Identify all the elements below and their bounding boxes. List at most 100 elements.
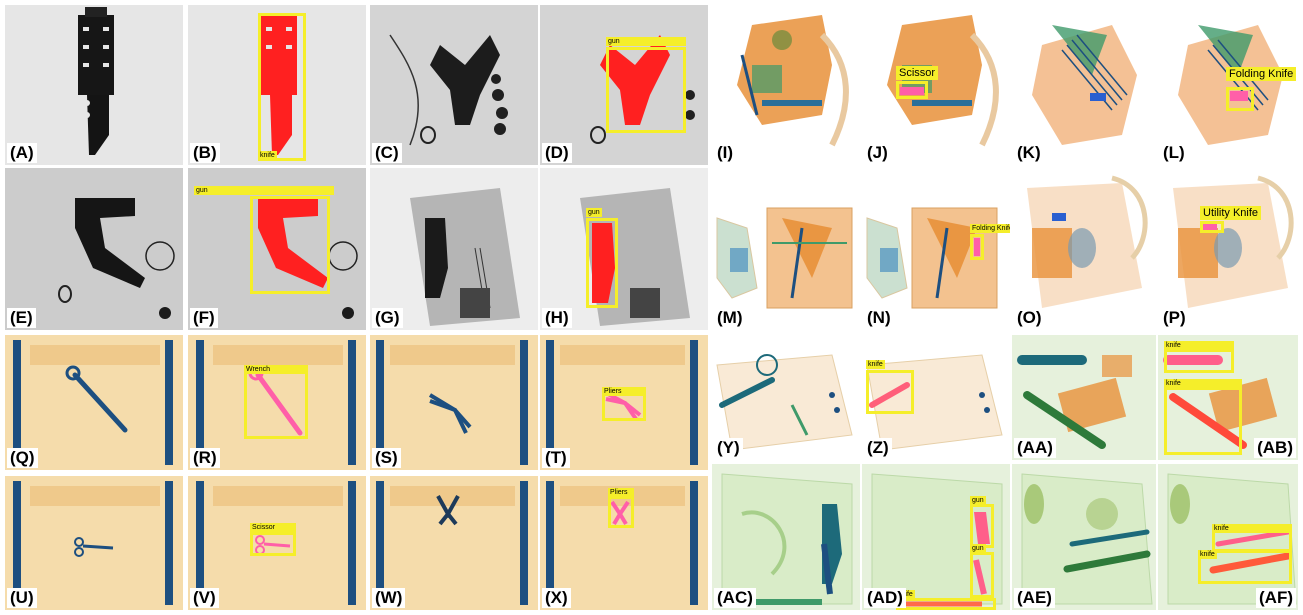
gun-mask-image xyxy=(188,168,366,330)
panel-f: gun (F) xyxy=(188,168,366,330)
panel-label: (I) xyxy=(714,143,737,163)
detection-label: gun xyxy=(970,544,986,553)
tray-xray-image xyxy=(188,476,366,610)
panel-ac: (AC) xyxy=(712,464,860,610)
panel-h: gun (H) xyxy=(540,168,708,330)
bag-xray-image xyxy=(1012,464,1156,610)
panel-r: Wrench (R) xyxy=(188,335,366,470)
panel-label: (AA) xyxy=(1014,438,1056,458)
panel-label: (J) xyxy=(864,143,891,163)
panel-label: (N) xyxy=(864,308,894,328)
bag-xray-image xyxy=(866,354,1003,451)
gun-mask-image xyxy=(540,5,708,165)
detection-box xyxy=(606,47,686,133)
tray-xray-image xyxy=(540,476,708,610)
detection-box xyxy=(1164,387,1242,455)
detection-label: Pliers xyxy=(602,387,646,396)
bag-xray-image xyxy=(862,464,1010,610)
detection-box xyxy=(970,552,994,598)
detection-label: Scissor xyxy=(250,523,296,532)
panel-k: (K) xyxy=(1012,5,1156,165)
detection-box xyxy=(250,532,296,556)
panel-aa: (AA) xyxy=(1012,335,1156,460)
panel-label: (S) xyxy=(372,448,401,468)
detection-label: Pliers xyxy=(608,488,634,497)
detection-label: knife xyxy=(1212,524,1292,533)
panel-i: (I) xyxy=(712,5,860,165)
bag-xray-image xyxy=(712,464,860,610)
bag-xray-image xyxy=(887,15,999,147)
detection-label: Folding Knife xyxy=(970,224,1010,233)
panel-g: (G) xyxy=(370,168,538,330)
panel-label: (Z) xyxy=(864,438,892,458)
bag-xray-image xyxy=(866,207,998,309)
panel-q: (Q) xyxy=(5,335,183,470)
detection-box xyxy=(250,196,330,294)
detection-box xyxy=(608,496,634,528)
detection-box xyxy=(258,13,306,161)
panel-ad: gun gun knife (AD) xyxy=(862,464,1010,610)
detection-box xyxy=(866,370,914,414)
detection-label: Utility Knife xyxy=(1200,206,1262,220)
detection-box xyxy=(586,218,618,308)
tray-xray-image xyxy=(5,335,183,470)
panel-y: (Y) xyxy=(712,335,860,460)
detection-label: knife xyxy=(1198,550,1217,559)
detection-label: gun xyxy=(194,186,334,195)
tray-xray-image xyxy=(370,476,538,610)
panel-label: (AB) xyxy=(1254,438,1296,458)
panel-label: (U) xyxy=(7,588,37,608)
panel-ab: knife knife (AB) xyxy=(1158,335,1298,460)
panel-label: (F) xyxy=(190,308,218,328)
panel-label: (C) xyxy=(372,143,402,163)
detection-box xyxy=(1198,550,1292,584)
panel-ae: (AE) xyxy=(1012,464,1156,610)
panel-l: Folding Knife (L) xyxy=(1158,5,1298,165)
panel-label: (H) xyxy=(542,308,572,328)
gun-mask-image xyxy=(540,168,708,330)
knife-xray-image xyxy=(5,5,183,165)
bag-xray-image xyxy=(1178,25,1283,145)
detection-box xyxy=(896,81,928,99)
detection-box xyxy=(1200,221,1224,233)
bag-xray-image xyxy=(716,354,853,451)
detection-label: gun xyxy=(970,496,986,505)
panel-d: gun (D) xyxy=(540,5,708,165)
panel-label: (AF) xyxy=(1256,588,1296,608)
panel-e: (E) xyxy=(5,168,183,330)
panel-label: (G) xyxy=(372,308,403,328)
panel-label: (AC) xyxy=(714,588,756,608)
panel-v: Scissor (V) xyxy=(188,476,366,610)
detection-label: gun xyxy=(606,37,686,46)
panel-label: (E) xyxy=(7,308,36,328)
tray-xray-image xyxy=(370,335,538,470)
bag-xray-image xyxy=(1173,175,1294,308)
detection-label: knife xyxy=(1164,379,1242,388)
detection-label: Wrench xyxy=(244,365,308,374)
detection-box xyxy=(970,234,984,260)
panel-label: (O) xyxy=(1014,308,1045,328)
tray-xray-image xyxy=(5,476,183,610)
panel-m: (M) xyxy=(712,168,860,330)
panel-j: Scissor (J) xyxy=(862,5,1010,165)
detection-label: knife xyxy=(1164,341,1234,350)
panel-label: (Q) xyxy=(7,448,38,468)
detection-label: knife xyxy=(258,151,277,160)
bag-xray-image xyxy=(716,207,853,309)
panel-label: (Y) xyxy=(714,438,743,458)
panel-label: (R) xyxy=(190,448,220,468)
detection-box xyxy=(244,365,308,439)
panel-n: Folding Knife (N) xyxy=(862,168,1010,330)
detection-box xyxy=(970,504,994,548)
panel-label: (D) xyxy=(542,143,572,163)
bag-xray-image xyxy=(1027,175,1148,308)
detection-box xyxy=(1164,349,1234,373)
knife-mask-image xyxy=(188,5,366,165)
panel-label: (P) xyxy=(1160,308,1189,328)
detection-label: knife xyxy=(866,360,885,369)
detection-box xyxy=(1226,87,1254,111)
panel-label: (T) xyxy=(542,448,570,468)
panel-label: (W) xyxy=(372,588,406,608)
gun-xray-image xyxy=(370,5,538,165)
panel-c: (C) xyxy=(370,5,538,165)
